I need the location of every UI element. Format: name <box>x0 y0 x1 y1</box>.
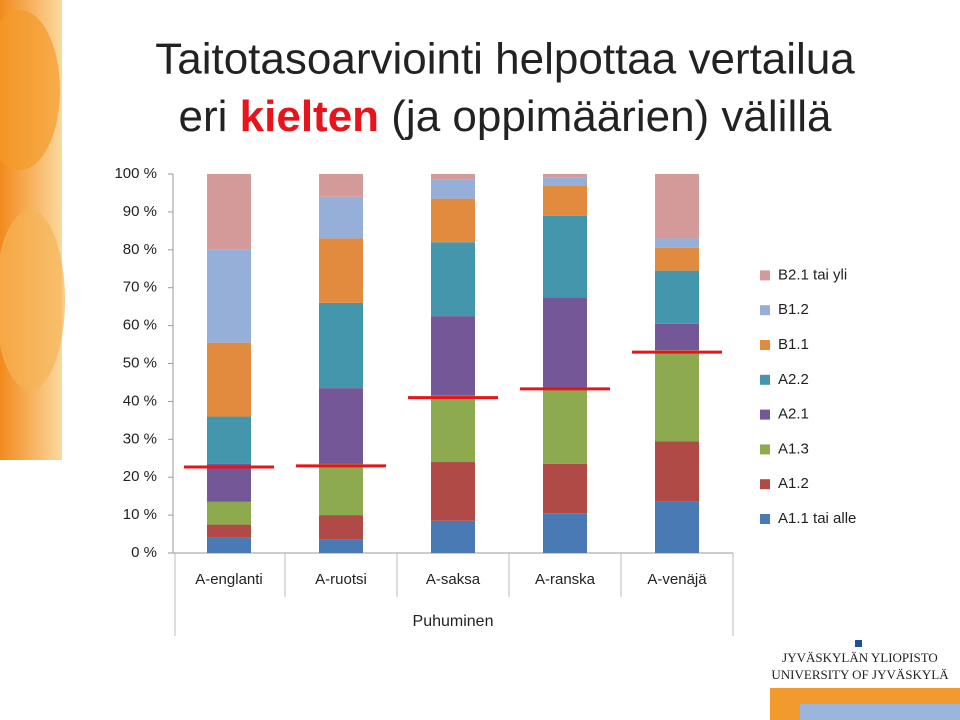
bar-segment <box>655 238 699 248</box>
bar-segment <box>207 501 251 525</box>
bar-segment <box>431 174 475 180</box>
bar-segment <box>319 515 363 540</box>
bar-segment <box>655 441 699 502</box>
bar-segment <box>655 247 699 271</box>
bar-segment <box>431 520 475 553</box>
bar-segment <box>543 215 587 298</box>
y-tick-label: 50 % <box>123 354 157 371</box>
logo-mark <box>855 640 862 647</box>
bar-segment <box>319 539 363 553</box>
title-line: eri kielten (ja oppimäärien) välillä <box>179 92 832 141</box>
y-tick-label: 40 % <box>123 392 157 409</box>
bar-segment <box>543 388 587 464</box>
bar-segment <box>207 342 251 417</box>
bar-segment <box>431 198 475 243</box>
bar-segment <box>431 242 475 317</box>
legend-label: A1.3 <box>778 440 809 457</box>
y-tick-label: 70 % <box>123 279 157 296</box>
bar-segment <box>655 501 699 553</box>
bar-segment <box>319 196 363 239</box>
x-tick-label: A-ranska <box>535 571 596 588</box>
legend-label: A2.2 <box>778 371 809 388</box>
bar-segment <box>207 463 251 502</box>
bar-segment <box>319 238 363 303</box>
y-tick-label: 90 % <box>123 203 157 220</box>
legend-swatch <box>760 340 770 350</box>
bar-segment <box>543 185 587 216</box>
bar-segment <box>655 174 699 239</box>
y-tick-label: 60 % <box>123 317 157 334</box>
bar-segment <box>655 270 699 324</box>
bar-segment <box>655 350 699 442</box>
y-tick-label: 80 % <box>123 241 157 258</box>
x-tick-label: A-saksa <box>426 571 481 588</box>
legend-label: A1.1 tai alle <box>778 510 856 527</box>
legend-label: A1.2 <box>778 475 809 492</box>
leaf-decoration <box>0 10 60 170</box>
legend-label: B1.1 <box>778 336 809 353</box>
logo-strip <box>800 704 960 720</box>
y-tick-label: 20 % <box>123 468 157 485</box>
bar-segment <box>543 297 587 389</box>
legend-swatch <box>760 374 770 385</box>
bar-segment <box>543 513 587 553</box>
title-part: eri <box>179 92 228 141</box>
y-tick-label: 30 % <box>123 430 157 447</box>
title-part: (ja oppimäärien) välillä <box>391 92 832 141</box>
x-tick-label: A-ruotsi <box>315 571 367 588</box>
leaf-decoration <box>0 210 65 390</box>
bar-segment <box>207 416 251 464</box>
y-tick-label: 0 % <box>131 544 157 561</box>
bar-segment <box>543 174 587 178</box>
x-tick-label: A-venäjä <box>647 571 707 588</box>
bar-segment <box>207 537 251 553</box>
bar-segment <box>431 316 475 396</box>
legend-label: A2.1 <box>778 406 809 423</box>
legend-swatch <box>760 444 770 455</box>
bar-segment <box>319 302 363 389</box>
x-axis-label: Puhuminen <box>413 613 494 630</box>
logo-text: JYVÄSKYLÄN YLIOPISTO <box>782 650 938 665</box>
bar-segment <box>319 388 363 464</box>
bar-segment <box>431 179 475 199</box>
legend-swatch <box>760 409 770 420</box>
y-tick-label: 100 % <box>114 165 157 182</box>
legend-swatch <box>760 479 770 490</box>
bar-segment <box>655 323 699 351</box>
bar-segment <box>207 174 251 250</box>
logo: JYVÄSKYLÄN YLIOPISTO UNIVERSITY OF JYVÄS… <box>770 640 960 720</box>
bar-segment <box>319 463 363 516</box>
title-highlight: kielten <box>240 92 379 141</box>
bar-segment <box>543 177 587 186</box>
bar-segment <box>431 395 475 463</box>
bar-segment <box>207 524 251 538</box>
bar-segment <box>319 174 363 197</box>
x-tick-label: A-englanti <box>195 571 263 588</box>
legend-swatch <box>760 514 770 524</box>
y-tick-label: 10 % <box>123 506 157 523</box>
bar-segment <box>431 462 475 521</box>
legend-swatch <box>760 270 770 281</box>
bar-segment <box>543 463 587 514</box>
legend-label: B2.1 tai yli <box>778 266 847 283</box>
legend-swatch <box>760 305 770 316</box>
bar-segment <box>207 249 251 343</box>
legend-label: B1.2 <box>778 301 809 318</box>
logo-text: UNIVERSITY OF JYVÄSKYLÄ <box>771 667 949 682</box>
title-line: Taitotasoarviointi helpottaa vertailua <box>155 35 855 84</box>
